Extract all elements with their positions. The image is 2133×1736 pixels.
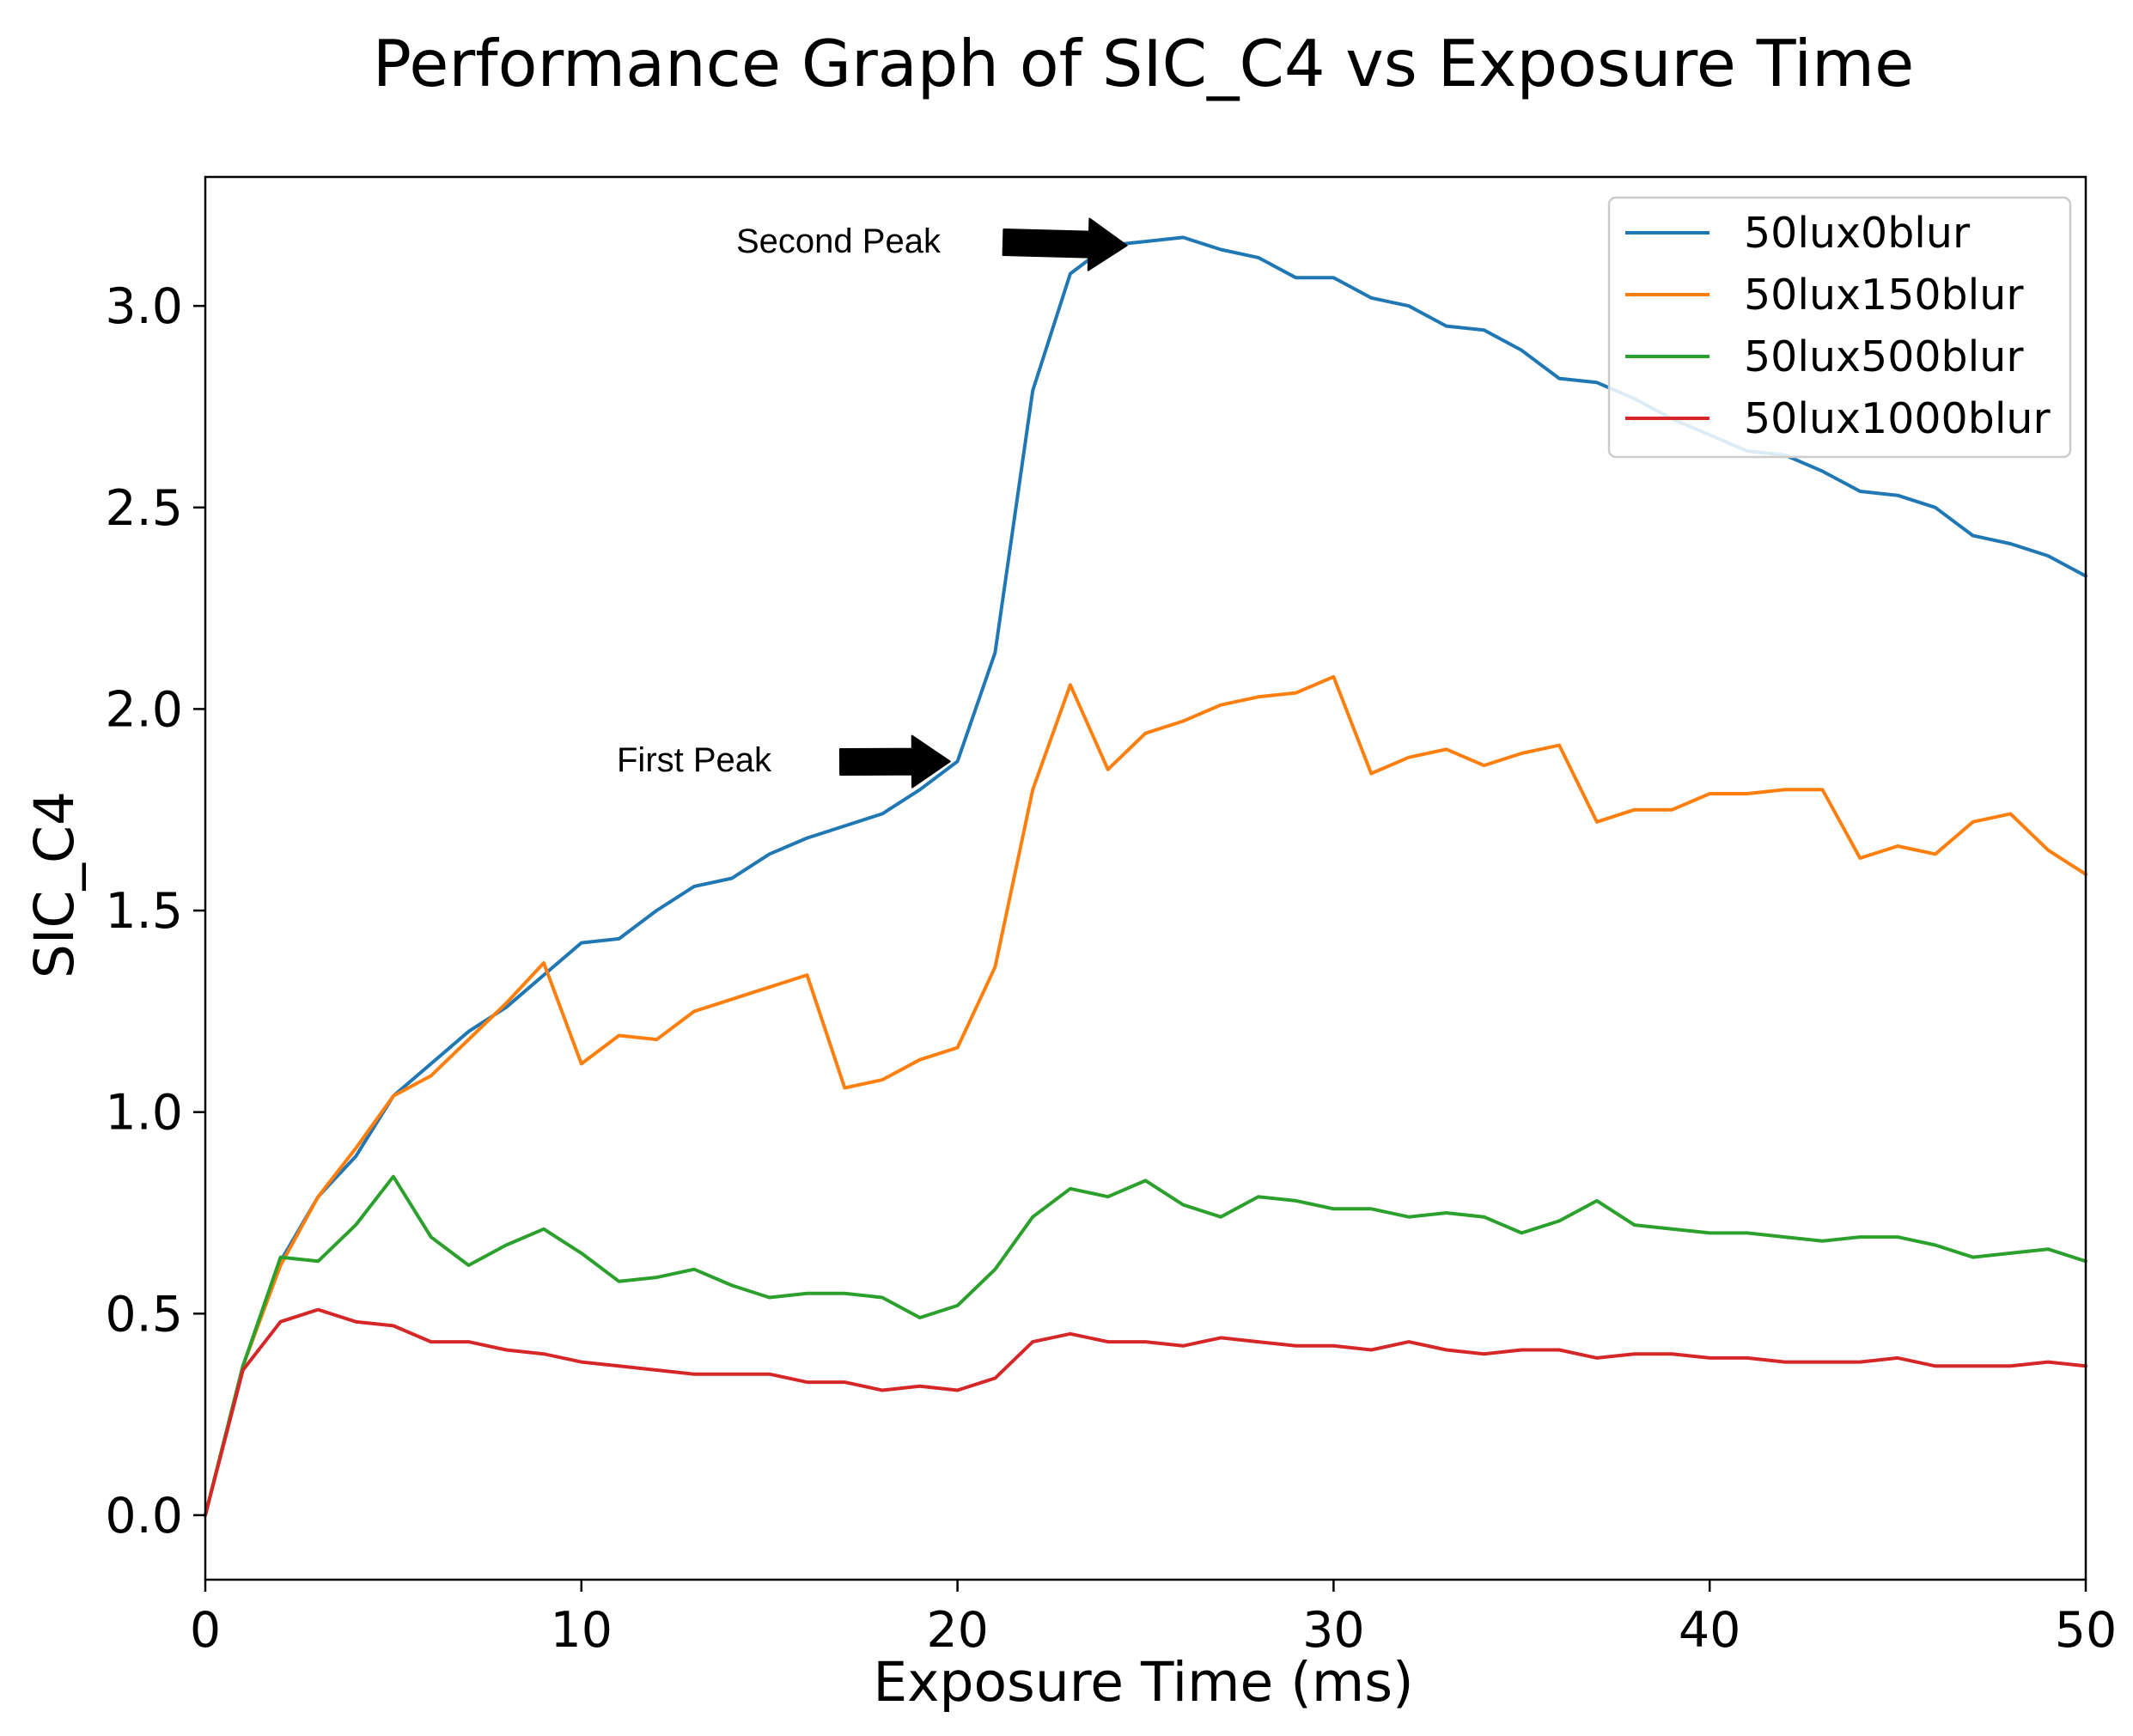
legend-item: 50lux0blur — [1625, 209, 1971, 258]
series-line-50lux500blur — [204, 1174, 2087, 1517]
legend-label: 50lux500blur — [1744, 332, 2024, 381]
chart-title: Performance Graph of SIC_C4 vs Exposure … — [373, 26, 1915, 101]
y-tick-label: 3.0 — [105, 278, 183, 335]
y-tick-label: 0.5 — [105, 1286, 183, 1343]
x-tick-label: 20 — [926, 1602, 989, 1659]
legend-label: 50lux150blur — [1744, 271, 2024, 320]
legend-label: 50lux1000blur — [1744, 394, 2051, 443]
axis-ticks: 0 10 20 30 40 50 0.0 0.5 1.0 1.5 2.0 2.5 3.0 — [105, 278, 2117, 1659]
annotations: Second Peak First Peak — [617, 217, 1128, 789]
legend-label: 50lux0blur — [1744, 209, 1971, 258]
annotation: Second Peak — [736, 217, 1128, 271]
legend-item: 50lux150blur — [1625, 271, 2024, 320]
y-tick-label: 0.0 — [105, 1488, 183, 1544]
x-tick-label: 30 — [1302, 1602, 1365, 1659]
series-line-50lux150blur — [204, 674, 2087, 1517]
axes-frame — [204, 175, 2087, 1581]
y-tick-label: 2.0 — [105, 681, 183, 738]
annotation-text: First Peak — [617, 741, 772, 779]
x-axis-label: Exposure Time (ms) — [873, 1651, 1413, 1714]
annotation-text: Second Peak — [736, 222, 942, 260]
annotation: First Peak — [617, 734, 951, 789]
legend: 50lux0blur 50lux150blur 50lux500blur 50lux1… — [1607, 196, 2072, 459]
annotation-arrow — [838, 734, 951, 789]
legend-box — [1607, 196, 2072, 459]
x-tick-label: 0 — [190, 1602, 221, 1659]
annotation-arrow — [1002, 217, 1128, 271]
x-tick-label: 40 — [1679, 1602, 1741, 1659]
series-line-50lux1000blur — [204, 1307, 2087, 1517]
y-tick-label: 1.5 — [105, 883, 183, 940]
y-axis-label: SIC_C4 — [23, 791, 86, 978]
legend-item: 50lux500blur — [1625, 332, 2024, 381]
x-tick-label: 10 — [551, 1602, 613, 1659]
legend-item: 50lux1000blur — [1625, 394, 2051, 443]
y-tick-label: 1.0 — [105, 1085, 183, 1142]
x-tick-label: 50 — [2055, 1602, 2118, 1659]
y-tick-label: 2.5 — [105, 480, 183, 537]
